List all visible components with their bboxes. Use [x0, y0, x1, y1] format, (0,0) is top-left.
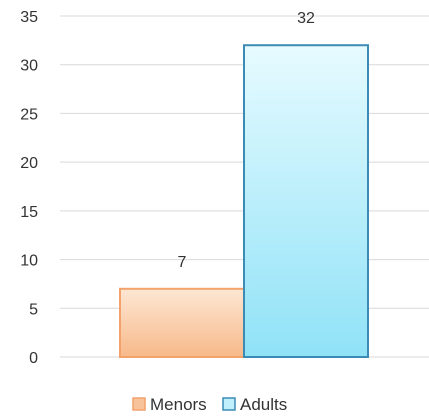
y-tick-label: 10	[20, 253, 38, 270]
legend-label-menors: Menors	[150, 395, 207, 414]
bar-menors	[119, 287, 245, 358]
legend-swatch-adults	[222, 397, 236, 411]
bars	[119, 44, 369, 358]
y-tick-label: 35	[20, 9, 38, 26]
data-labels: 7 32	[178, 10, 315, 271]
legend-label-adults: Adults	[240, 395, 287, 414]
y-tick-label: 5	[29, 301, 38, 318]
legend-swatch-menors	[132, 397, 146, 411]
y-axis-ticks: 0 5 10 15 20 25 30 35	[20, 9, 38, 367]
data-label-adults: 32	[297, 10, 315, 27]
data-label-menors: 7	[178, 254, 187, 271]
bar-adults	[243, 44, 369, 358]
y-tick-label: 30	[20, 58, 38, 75]
y-tick-label: 15	[20, 204, 38, 221]
y-tick-label: 20	[20, 155, 38, 172]
y-tick-label: 0	[29, 350, 38, 367]
y-tick-label: 25	[20, 106, 38, 123]
legend: Menors Adults	[132, 395, 287, 414]
